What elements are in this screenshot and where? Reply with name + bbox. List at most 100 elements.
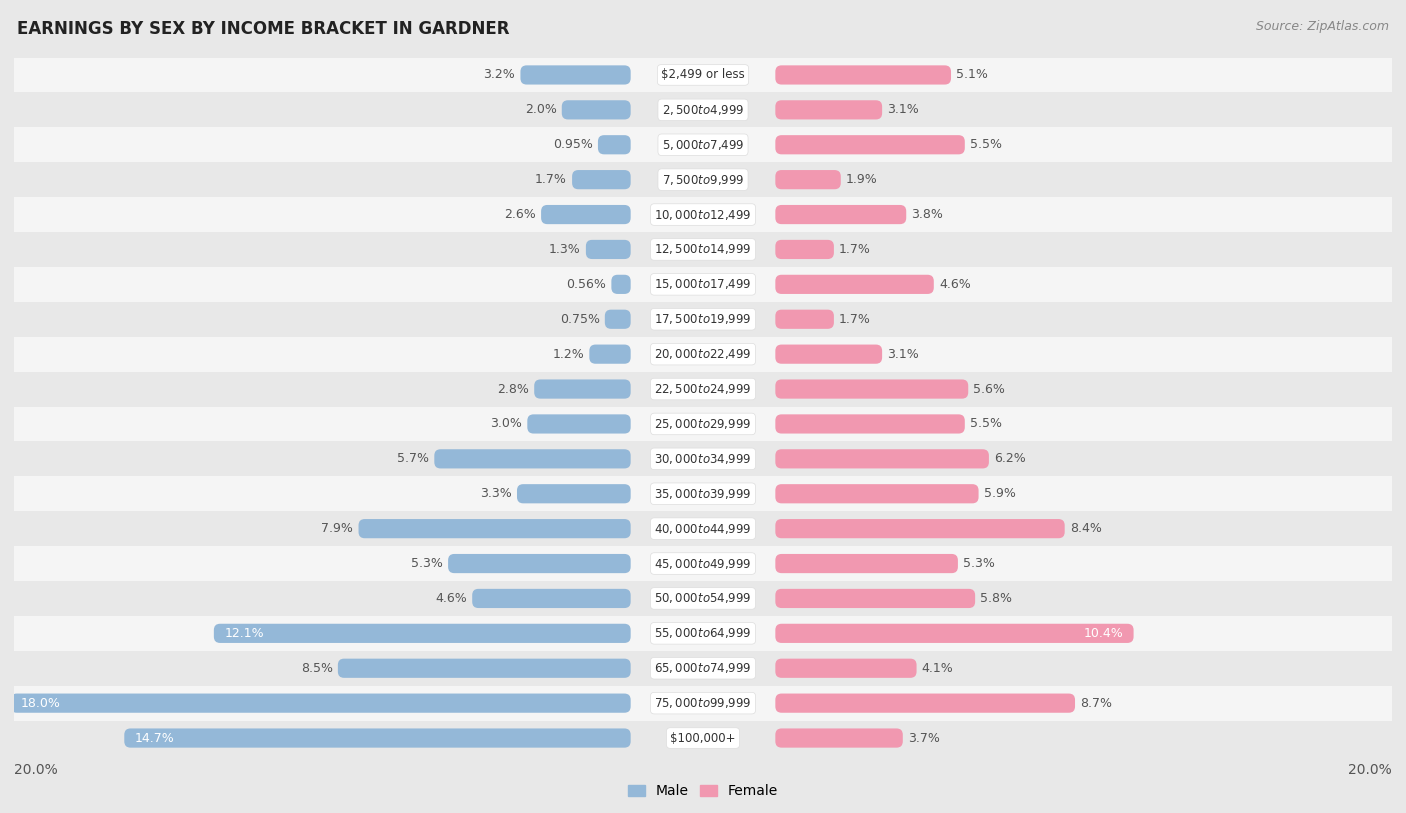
FancyBboxPatch shape [775,554,957,573]
FancyBboxPatch shape [775,693,1076,713]
Bar [14,650,1392,685]
Bar [14,476,1392,511]
Text: $5,000 to $7,499: $5,000 to $7,499 [662,137,744,152]
Bar [14,511,1392,546]
FancyBboxPatch shape [520,65,631,85]
Text: 5.3%: 5.3% [411,557,443,570]
FancyBboxPatch shape [775,275,934,294]
FancyBboxPatch shape [775,345,882,363]
Text: 1.7%: 1.7% [839,243,870,256]
Text: 1.2%: 1.2% [553,348,583,361]
Text: 4.1%: 4.1% [922,662,953,675]
Text: $40,000 to $44,999: $40,000 to $44,999 [654,522,752,536]
Bar [14,197,1392,232]
FancyBboxPatch shape [775,380,969,398]
FancyBboxPatch shape [472,589,631,608]
FancyBboxPatch shape [775,310,834,328]
Bar [14,581,1392,616]
Text: 1.3%: 1.3% [548,243,581,256]
Text: $25,000 to $29,999: $25,000 to $29,999 [654,417,752,431]
Text: 3.2%: 3.2% [484,68,515,81]
Text: 5.9%: 5.9% [984,487,1015,500]
Text: $50,000 to $54,999: $50,000 to $54,999 [654,591,752,606]
Bar [14,267,1392,302]
FancyBboxPatch shape [605,310,631,328]
Text: 8.4%: 8.4% [1070,522,1102,535]
FancyBboxPatch shape [517,485,631,503]
Text: 1.7%: 1.7% [536,173,567,186]
Text: $2,500 to $4,999: $2,500 to $4,999 [662,103,744,117]
Text: $15,000 to $17,499: $15,000 to $17,499 [654,277,752,291]
Text: 5.1%: 5.1% [956,68,988,81]
FancyBboxPatch shape [11,693,631,713]
Bar [14,93,1392,128]
FancyBboxPatch shape [586,240,631,259]
Text: 3.8%: 3.8% [911,208,943,221]
Text: $100,000+: $100,000+ [671,732,735,745]
FancyBboxPatch shape [775,450,988,468]
Text: $30,000 to $34,999: $30,000 to $34,999 [654,452,752,466]
FancyBboxPatch shape [124,728,631,748]
Bar [14,163,1392,197]
Bar [14,406,1392,441]
Text: 5.3%: 5.3% [963,557,995,570]
Text: 0.95%: 0.95% [553,138,593,151]
Text: 3.3%: 3.3% [479,487,512,500]
Bar [14,685,1392,720]
FancyBboxPatch shape [214,624,631,643]
FancyBboxPatch shape [598,135,631,154]
Text: 5.5%: 5.5% [970,417,1002,430]
Text: EARNINGS BY SEX BY INCOME BRACKET IN GARDNER: EARNINGS BY SEX BY INCOME BRACKET IN GAR… [17,20,509,38]
Text: $35,000 to $39,999: $35,000 to $39,999 [654,487,752,501]
Text: $17,500 to $19,999: $17,500 to $19,999 [654,312,752,326]
FancyBboxPatch shape [775,659,917,678]
FancyBboxPatch shape [337,659,631,678]
FancyBboxPatch shape [775,519,1064,538]
Text: 3.1%: 3.1% [887,348,920,361]
Bar [14,372,1392,406]
Bar [14,302,1392,337]
Text: 8.5%: 8.5% [301,662,333,675]
Text: $12,500 to $14,999: $12,500 to $14,999 [654,242,752,256]
Text: $10,000 to $12,499: $10,000 to $12,499 [654,207,752,222]
Text: 4.6%: 4.6% [939,278,970,291]
Legend: Male, Female: Male, Female [623,779,783,804]
Text: 2.6%: 2.6% [505,208,536,221]
FancyBboxPatch shape [775,728,903,748]
FancyBboxPatch shape [541,205,631,224]
FancyBboxPatch shape [434,450,631,468]
FancyBboxPatch shape [359,519,631,538]
Text: 0.75%: 0.75% [560,313,599,326]
Text: 20.0%: 20.0% [1348,763,1392,777]
FancyBboxPatch shape [589,345,631,363]
Text: 2.8%: 2.8% [498,383,529,396]
FancyBboxPatch shape [775,100,882,120]
Bar [14,232,1392,267]
Text: $22,500 to $24,999: $22,500 to $24,999 [654,382,752,396]
Text: 0.56%: 0.56% [567,278,606,291]
Text: 6.2%: 6.2% [994,452,1026,465]
Text: 3.1%: 3.1% [887,103,920,116]
Text: 8.7%: 8.7% [1080,697,1112,710]
FancyBboxPatch shape [572,170,631,189]
Bar [14,720,1392,755]
FancyBboxPatch shape [775,65,950,85]
FancyBboxPatch shape [775,589,976,608]
Text: 10.4%: 10.4% [1084,627,1123,640]
Text: 3.7%: 3.7% [908,732,939,745]
Text: 14.7%: 14.7% [135,732,174,745]
FancyBboxPatch shape [775,170,841,189]
FancyBboxPatch shape [775,240,834,259]
Text: 1.9%: 1.9% [846,173,877,186]
Text: 5.7%: 5.7% [396,452,429,465]
Text: 3.0%: 3.0% [491,417,522,430]
Text: 18.0%: 18.0% [21,697,60,710]
Text: 1.7%: 1.7% [839,313,870,326]
FancyBboxPatch shape [775,624,1133,643]
FancyBboxPatch shape [775,415,965,433]
FancyBboxPatch shape [449,554,631,573]
Bar [14,337,1392,372]
Text: $55,000 to $64,999: $55,000 to $64,999 [654,626,752,641]
FancyBboxPatch shape [562,100,631,120]
Text: $65,000 to $74,999: $65,000 to $74,999 [654,661,752,676]
